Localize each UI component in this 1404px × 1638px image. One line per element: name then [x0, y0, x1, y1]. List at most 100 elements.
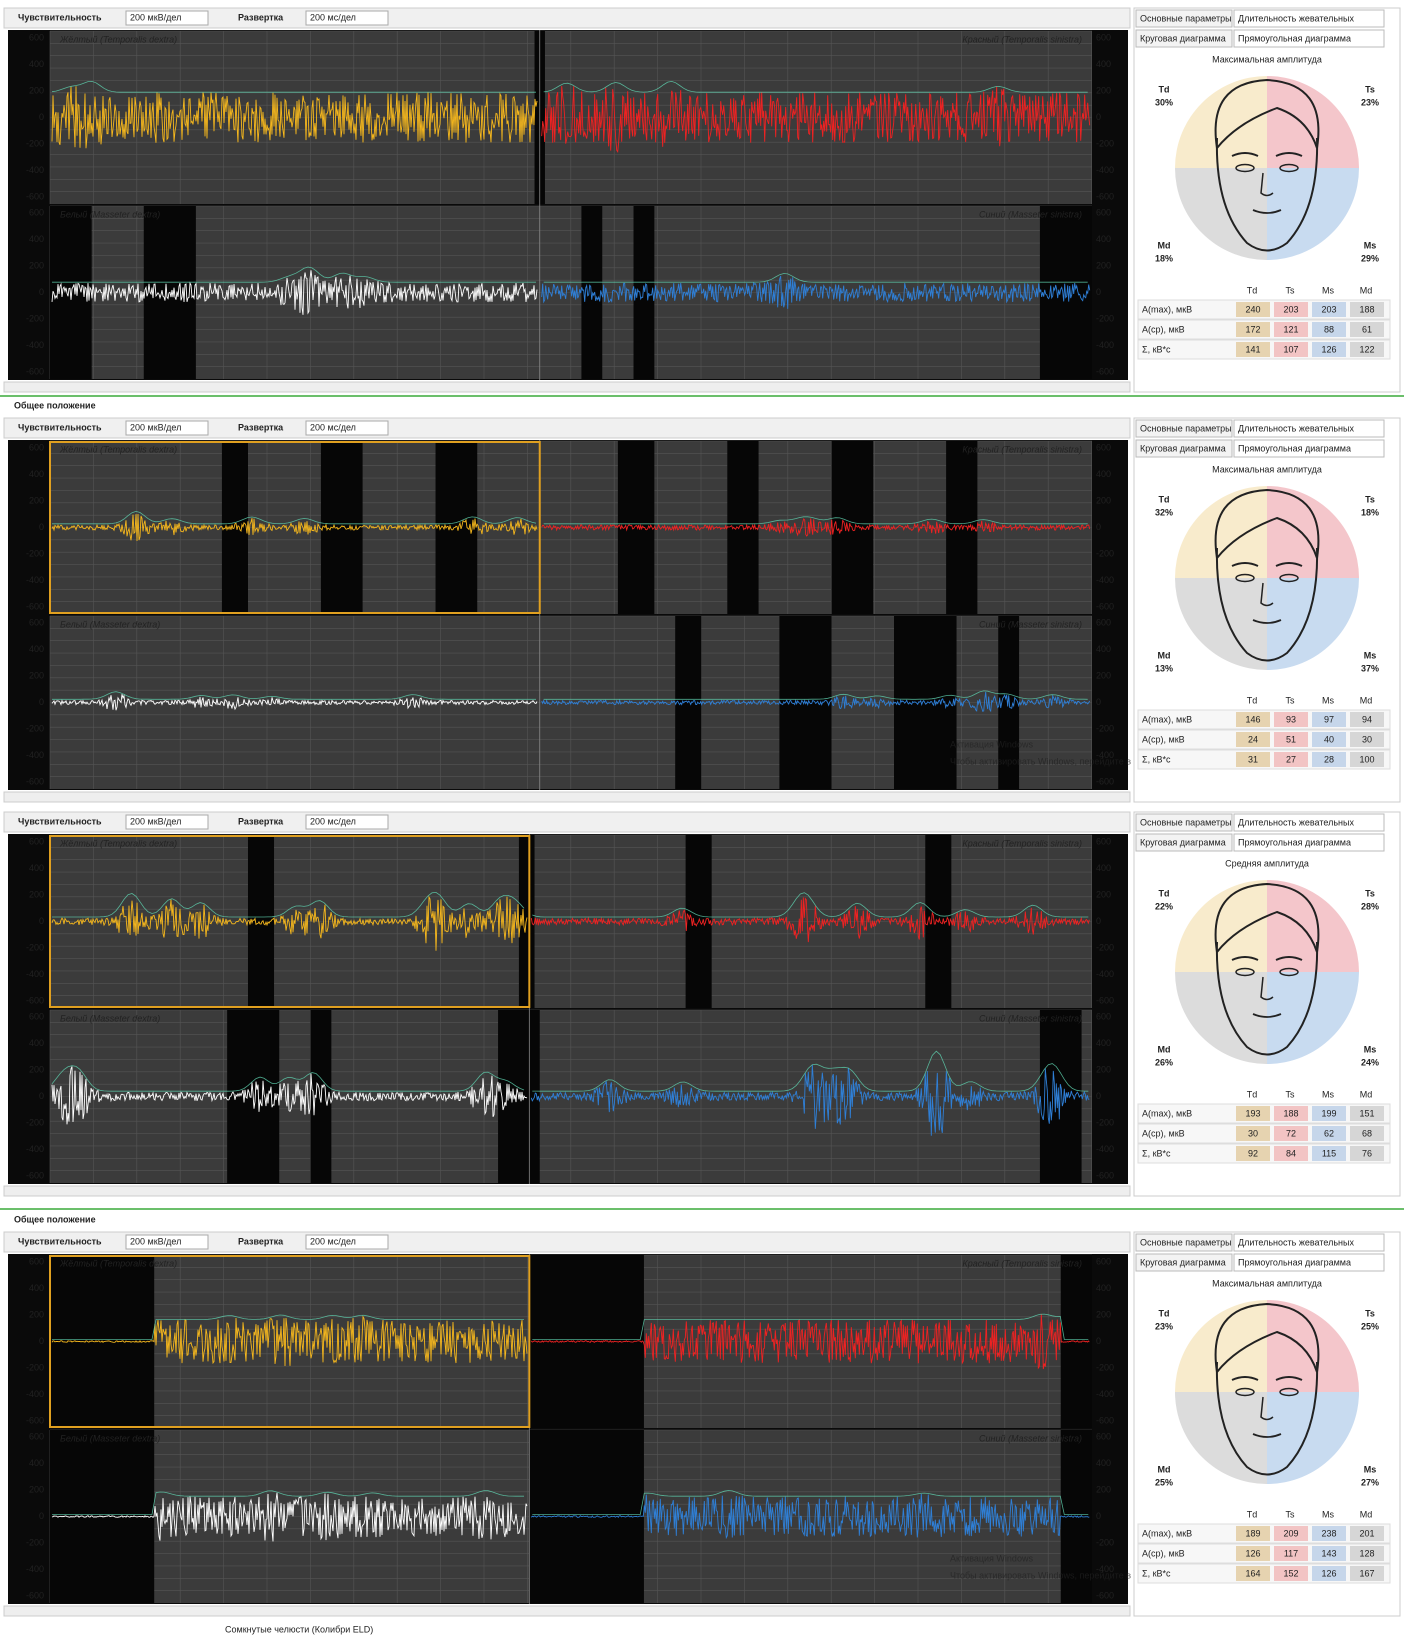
scrollbar[interactable] — [4, 1186, 1130, 1196]
table-header: Md — [1360, 1089, 1373, 1099]
tab-label[interactable]: Длительность жевательных — [1238, 1237, 1354, 1247]
y-tick-label: -600 — [1096, 995, 1114, 1005]
sensitivity-value[interactable]: 200 мкВ/дел — [130, 1236, 181, 1246]
tab-label[interactable]: Прямоугольная диаграмма — [1238, 1257, 1351, 1267]
y-tick-label: 400 — [1096, 1458, 1111, 1468]
y-tick-label: -400 — [1096, 969, 1114, 979]
sector-percent: 32% — [1155, 507, 1173, 517]
sensitivity-value[interactable]: 200 мкВ/дел — [130, 12, 181, 22]
channel-label: Красный (Temporalis sinistra) — [962, 444, 1082, 454]
table-value: 31 — [1248, 754, 1258, 764]
scrollbar[interactable] — [4, 382, 1130, 392]
row-label: A(max), мкВ — [1142, 1528, 1192, 1538]
y-tick-label: -200 — [1096, 1362, 1114, 1372]
screenshot: Общее положениеОбщее положениеСомкнутые … — [0, 0, 1404, 1638]
tab-label[interactable]: Круговая диаграмма — [1140, 837, 1226, 847]
y-tick-label: -400 — [1096, 1144, 1114, 1154]
y-tick-label: 200 — [1096, 1064, 1111, 1074]
y-tick-label: 0 — [39, 697, 44, 707]
y-tick-label: 600 — [29, 207, 44, 217]
inactive-band — [618, 441, 654, 614]
tab-label[interactable]: Основные параметры — [1140, 13, 1232, 23]
y-tick-label: -200 — [1096, 548, 1114, 558]
y-tick-label: -600 — [26, 1170, 44, 1180]
tab-label[interactable]: Прямоугольная диаграмма — [1238, 443, 1351, 453]
sweep-value[interactable]: 200 мс/дел — [310, 422, 356, 432]
sector-name: Ts — [1365, 1308, 1375, 1318]
table-header: Md — [1360, 285, 1373, 295]
y-tick-label: 400 — [1096, 1038, 1111, 1048]
y-tick-label: 600 — [29, 442, 44, 452]
scrollbar[interactable] — [4, 1606, 1130, 1616]
sector-name: Ms — [1364, 240, 1377, 250]
table-value: 92 — [1248, 1148, 1258, 1158]
sector-percent: 13% — [1155, 663, 1173, 673]
tab-label[interactable]: Круговая диаграмма — [1140, 1257, 1226, 1267]
y-tick-label: 200 — [29, 889, 44, 899]
sector-percent: 25% — [1155, 1477, 1173, 1487]
tab-label[interactable]: Круговая диаграмма — [1140, 443, 1226, 453]
row-label: A(ср), мкВ — [1142, 1128, 1185, 1138]
row-label: A(ср), мкВ — [1142, 324, 1185, 334]
tab-label[interactable]: Длительность жевательных — [1238, 423, 1354, 433]
table-value: 188 — [1359, 304, 1374, 314]
sweep-label: Развертка — [238, 422, 284, 432]
channel-label: Жёлтый (Temporalis dextra) — [59, 34, 177, 44]
y-tick-label: -400 — [26, 1389, 44, 1399]
tab-label[interactable]: Прямоугольная диаграмма — [1238, 33, 1351, 43]
sensitivity-label: Чувствительность — [18, 422, 102, 432]
y-tick-label: 600 — [29, 32, 44, 42]
table-value: 84 — [1286, 1148, 1296, 1158]
table-header: Ms — [1322, 1509, 1334, 1519]
row-label: Σ, кВ*с — [1142, 344, 1171, 354]
y-tick-label: 0 — [39, 1336, 44, 1346]
sweep-value[interactable]: 200 мс/дел — [310, 816, 356, 826]
tab-label[interactable]: Основные параметры — [1140, 1237, 1232, 1247]
y-tick-label: 0 — [39, 1091, 44, 1101]
y-tick-label: 400 — [1096, 234, 1111, 244]
sweep-value[interactable]: 200 мс/дел — [310, 12, 356, 22]
tab-label[interactable]: Основные параметры — [1140, 423, 1232, 433]
y-tick-label: 200 — [29, 670, 44, 680]
y-tick-label: 200 — [1096, 1309, 1111, 1319]
y-tick-label: 400 — [1096, 1283, 1111, 1293]
y-tick-label: -200 — [26, 723, 44, 733]
y-tick-label: 600 — [29, 1011, 44, 1021]
y-tick-label: 600 — [1096, 1256, 1111, 1266]
y-tick-label: 600 — [29, 617, 44, 627]
sweep-value[interactable]: 200 мс/дел — [310, 1236, 356, 1246]
tab-label[interactable]: Основные параметры — [1140, 817, 1232, 827]
channel-label: Жёлтый (Temporalis dextra) — [59, 1258, 177, 1268]
table-value: 72 — [1286, 1128, 1296, 1138]
table-header: Td — [1247, 1089, 1258, 1099]
channel-label: Синий (Masseter sinistra) — [979, 1013, 1082, 1023]
channel-label: Белый (Masseter dextra) — [60, 619, 160, 629]
y-tick-label: 200 — [29, 495, 44, 505]
page: EMG {"toolbar":{"sensitivity_label":"Чув… — [0, 0, 1404, 1638]
y-tick-label: 600 — [1096, 1011, 1111, 1021]
section-label: Общее положение — [14, 400, 96, 410]
row-label: Σ, кВ*с — [1142, 754, 1171, 764]
table-value: 121 — [1283, 324, 1298, 334]
sector-percent: 18% — [1155, 253, 1173, 263]
y-tick-label: 400 — [29, 863, 44, 873]
tab-label[interactable]: Длительность жевательных — [1238, 817, 1354, 827]
tab-label[interactable]: Длительность жевательных — [1238, 13, 1354, 23]
table-header: Ms — [1322, 285, 1334, 295]
sensitivity-value[interactable]: 200 мкВ/дел — [130, 816, 181, 826]
sector-name: Ts — [1365, 494, 1375, 504]
table-value: 51 — [1286, 734, 1296, 744]
y-tick-label: 400 — [1096, 644, 1111, 654]
sector-percent: 27% — [1361, 1477, 1379, 1487]
table-value: 24 — [1248, 734, 1258, 744]
tab-label[interactable]: Прямоугольная диаграмма — [1238, 837, 1351, 847]
tab-label[interactable]: Круговая диаграмма — [1140, 33, 1226, 43]
table-value: 117 — [1284, 1548, 1298, 1558]
sector-percent: 22% — [1155, 901, 1173, 911]
scrollbar[interactable] — [4, 792, 1130, 802]
y-tick-label: -200 — [26, 138, 44, 148]
sector-name: Ms — [1364, 650, 1377, 660]
sector-name: Ms — [1364, 1044, 1377, 1054]
sensitivity-value[interactable]: 200 мкВ/дел — [130, 422, 181, 432]
row-label: Σ, кВ*с — [1142, 1148, 1171, 1158]
